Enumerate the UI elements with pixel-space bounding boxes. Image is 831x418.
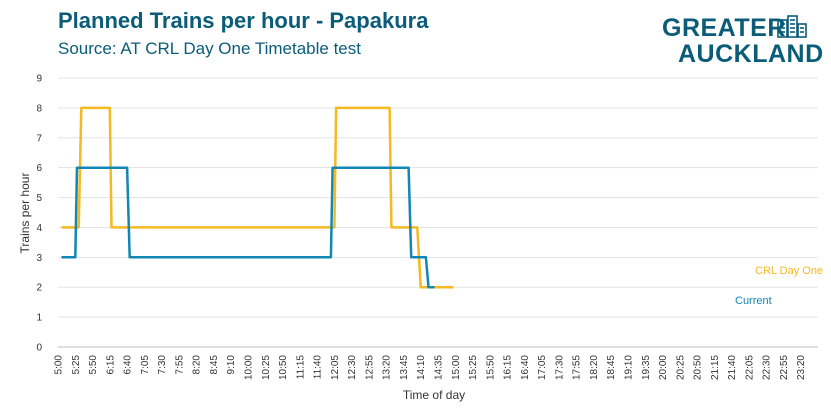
y-tick-label: 7 (36, 133, 42, 144)
x-tick-label: 16:40 (520, 355, 531, 380)
y-tick-label: 2 (36, 283, 42, 294)
x-tick-label: 7:05 (140, 355, 151, 375)
x-tick-label: 10:50 (278, 355, 289, 380)
y-tick-label: 1 (36, 313, 42, 324)
x-tick-label: 11:40 (313, 355, 324, 380)
x-tick-label: 20:25 (675, 355, 686, 380)
x-tick-label: 18:45 (606, 355, 617, 380)
x-tick-label: 15:00 (451, 355, 462, 380)
x-axis-title: Time of day (403, 388, 465, 402)
series-line-crl-day-one (61, 106, 454, 289)
x-tick-label: 17:55 (572, 355, 583, 380)
x-axis-ticks: 5:00 5:25 5:50 6:15 6:40 7:05 7:30 7:55 8:20 8:45… (54, 355, 808, 380)
series-label-current: Current (735, 295, 772, 307)
x-tick-label: 9:10 (226, 355, 237, 375)
x-tick-label: 19:35 (641, 355, 652, 380)
y-tick-label: 8 (36, 103, 42, 114)
y-tick-label: 4 (36, 223, 42, 234)
x-tick-label: 10:25 (261, 355, 272, 380)
y-tick-label: 3 (36, 253, 42, 264)
y-tick-label: 6 (36, 163, 42, 174)
x-tick-label: 22:55 (779, 355, 790, 380)
x-tick-label: 12:55 (364, 355, 375, 380)
x-tick-label: 21:15 (710, 355, 721, 380)
greater-auckland-logo: GREATER AUCKLAND (660, 14, 823, 70)
x-tick-label: 22:30 (762, 355, 773, 380)
x-tick-label: 20:00 (658, 355, 669, 380)
x-tick-label: 13:45 (399, 355, 410, 380)
city-skyline-icon (777, 15, 807, 38)
x-tick-label: 10:00 (244, 355, 255, 380)
x-tick-label: 20:50 (693, 355, 704, 380)
chart-title: Planned Trains per hour - Papakura (58, 8, 429, 33)
series-label-crl-day-one: CRL Day One (755, 265, 823, 277)
x-tick-label: 8:20 (192, 355, 203, 375)
series-lines (61, 106, 454, 289)
logo-line-1: GREATER (662, 14, 786, 42)
x-tick-label: 15:50 (485, 355, 496, 380)
logo-line-2: AUCKLAND (678, 40, 824, 68)
y-axis-title: Trains per hour (18, 173, 32, 254)
x-tick-label: 14:35 (434, 355, 445, 380)
y-tick-label: 0 (36, 343, 42, 354)
x-tick-label: 5:00 (54, 355, 65, 375)
x-tick-label: 11:15 (295, 355, 306, 380)
y-axis-ticks: 0 1 2 3 4 5 6 7 8 9 (36, 74, 42, 354)
x-tick-label: 5:25 (71, 355, 82, 375)
x-tick-label: 15:25 (468, 355, 479, 380)
x-tick-label: 5:50 (88, 355, 99, 375)
x-tick-label: 23:20 (796, 355, 807, 380)
x-tick-label: 6:40 (123, 355, 134, 375)
x-tick-label: 16:15 (503, 355, 514, 380)
x-tick-label: 14:10 (416, 355, 427, 380)
x-tick-label: 17:30 (554, 355, 565, 380)
x-tick-label: 6:15 (105, 355, 116, 375)
x-tick-label: 12:05 (330, 355, 341, 380)
x-tick-label: 7:30 (157, 355, 168, 375)
chart-subtitle: Source: AT CRL Day One Timetable test (58, 39, 361, 58)
x-tick-label: 12:30 (347, 355, 358, 380)
y-tick-label: 5 (36, 193, 42, 204)
x-tick-label: 8:45 (209, 355, 220, 375)
x-tick-label: 17:05 (537, 355, 548, 380)
series-line-current (61, 166, 435, 289)
x-tick-label: 18:20 (589, 355, 600, 380)
x-tick-label: 21:40 (727, 355, 738, 380)
x-tick-label: 7:55 (174, 355, 185, 375)
x-tick-label: 13:20 (382, 355, 393, 380)
x-tick-label: 19:10 (624, 355, 635, 380)
y-tick-label: 9 (36, 74, 42, 85)
x-tick-label: 22:05 (744, 355, 755, 380)
gridlines (58, 77, 818, 348)
